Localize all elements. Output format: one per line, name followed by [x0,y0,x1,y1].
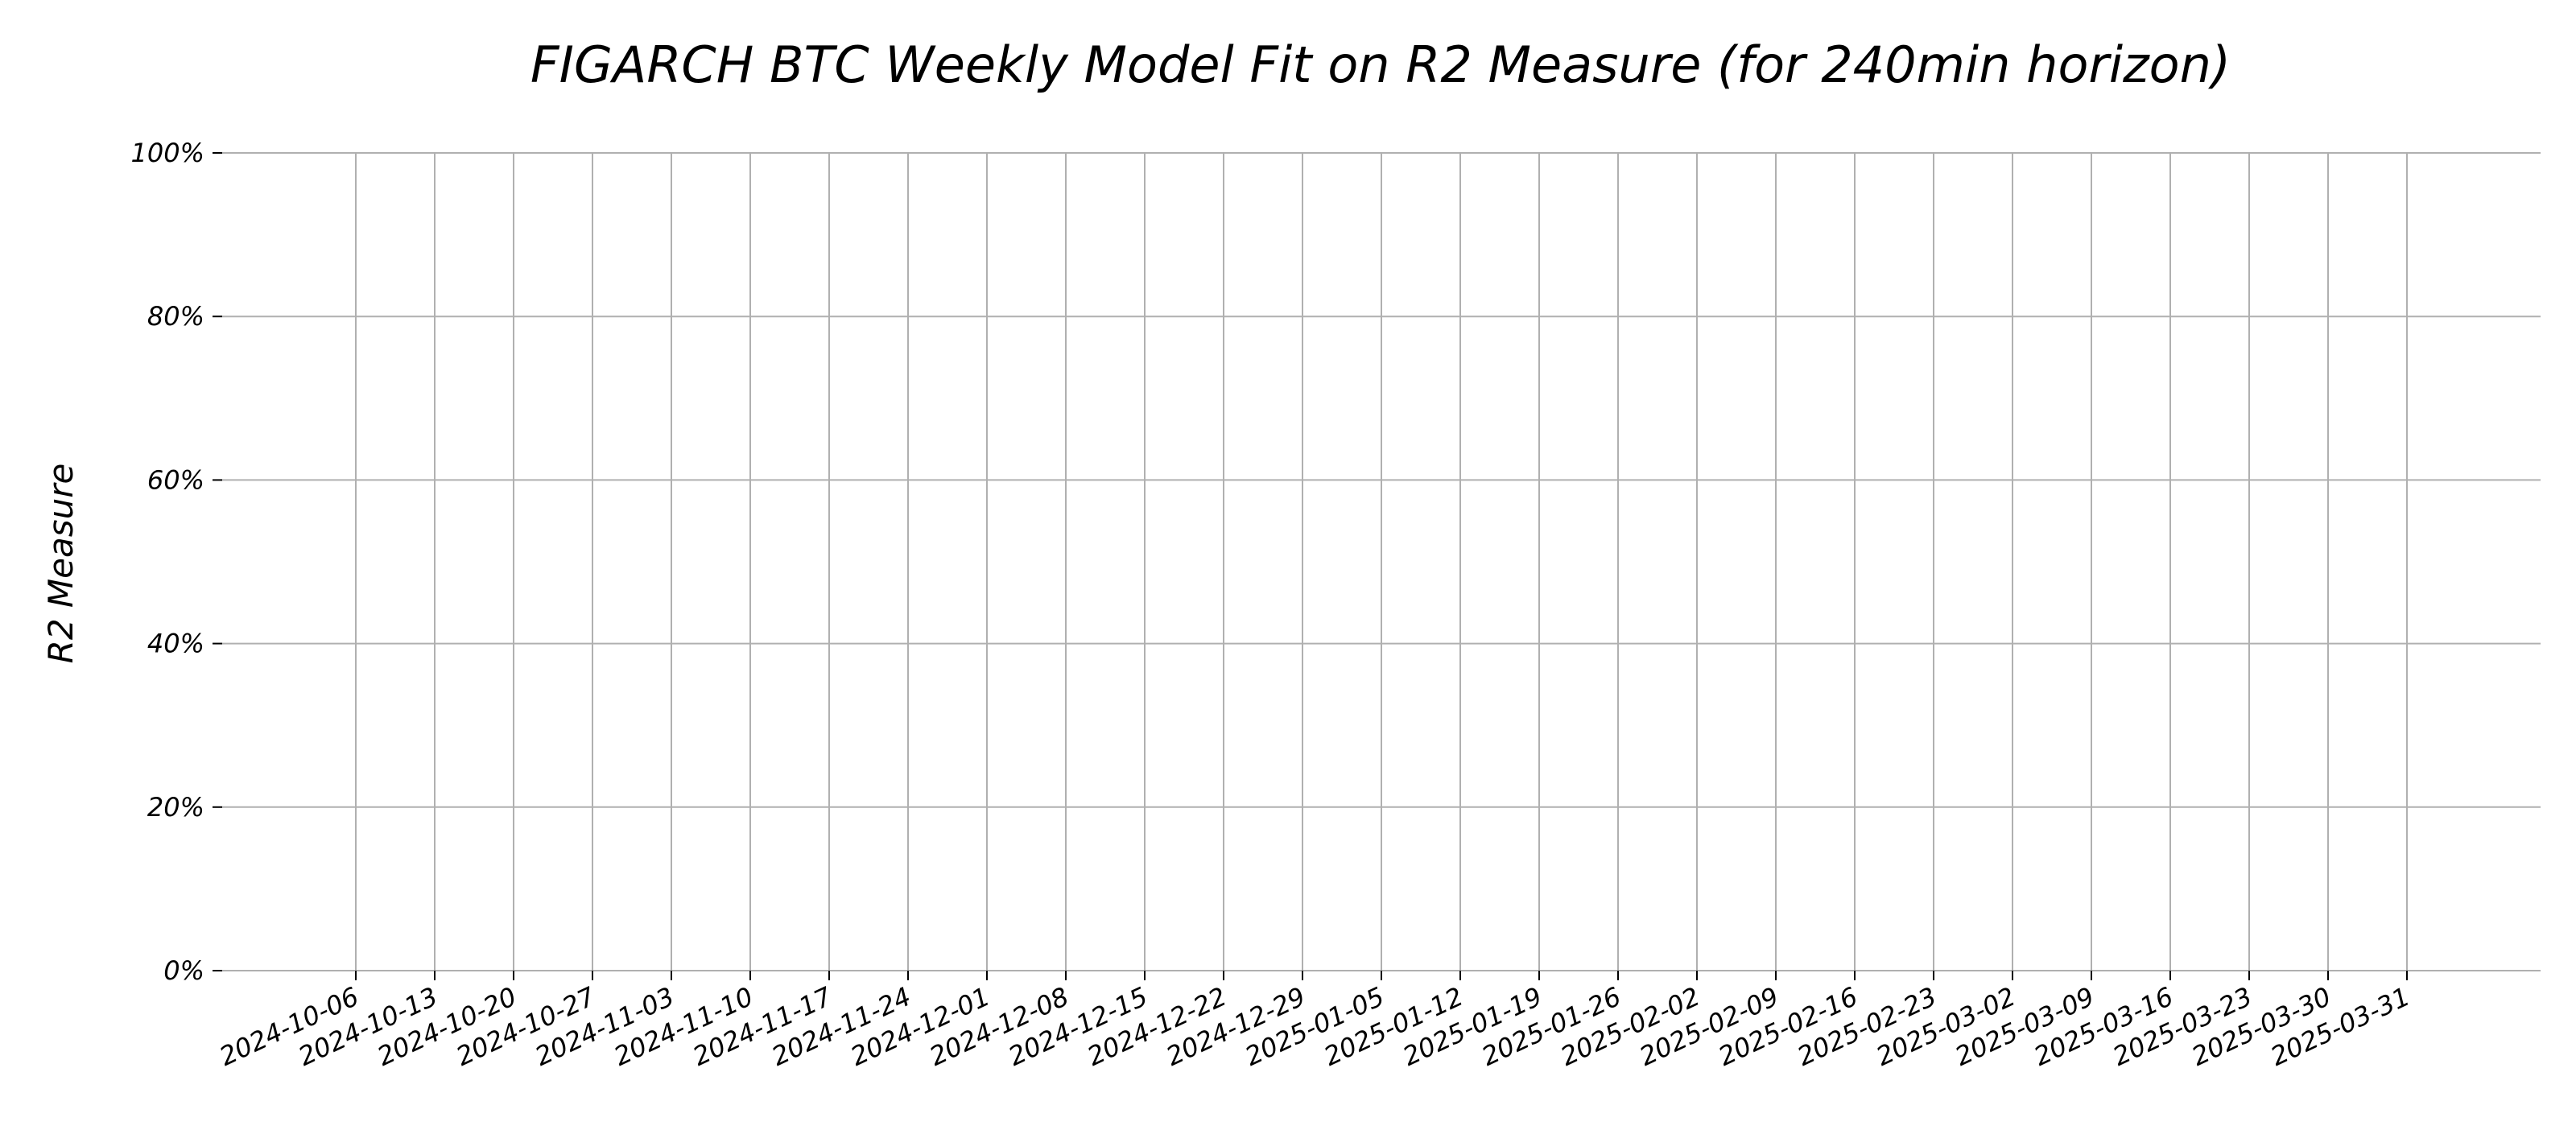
chart-title: FIGARCH BTC Weekly Model Fit on R2 Measu… [530,35,2231,94]
y-tick-label: 80% [147,301,204,332]
y-tick-label: 60% [147,464,204,495]
grid-lines [222,152,2541,971]
axis-ticks: 0%20%40%60%80%100%2024-10-062024-10-1320… [131,138,2415,1072]
y-tick-label: 0% [163,955,204,986]
y-tick-label: 40% [147,629,204,659]
y-tick-label: 100% [131,138,204,168]
y-tick-label: 20% [147,792,204,823]
y-axis-label: R2 Measure [41,464,80,664]
